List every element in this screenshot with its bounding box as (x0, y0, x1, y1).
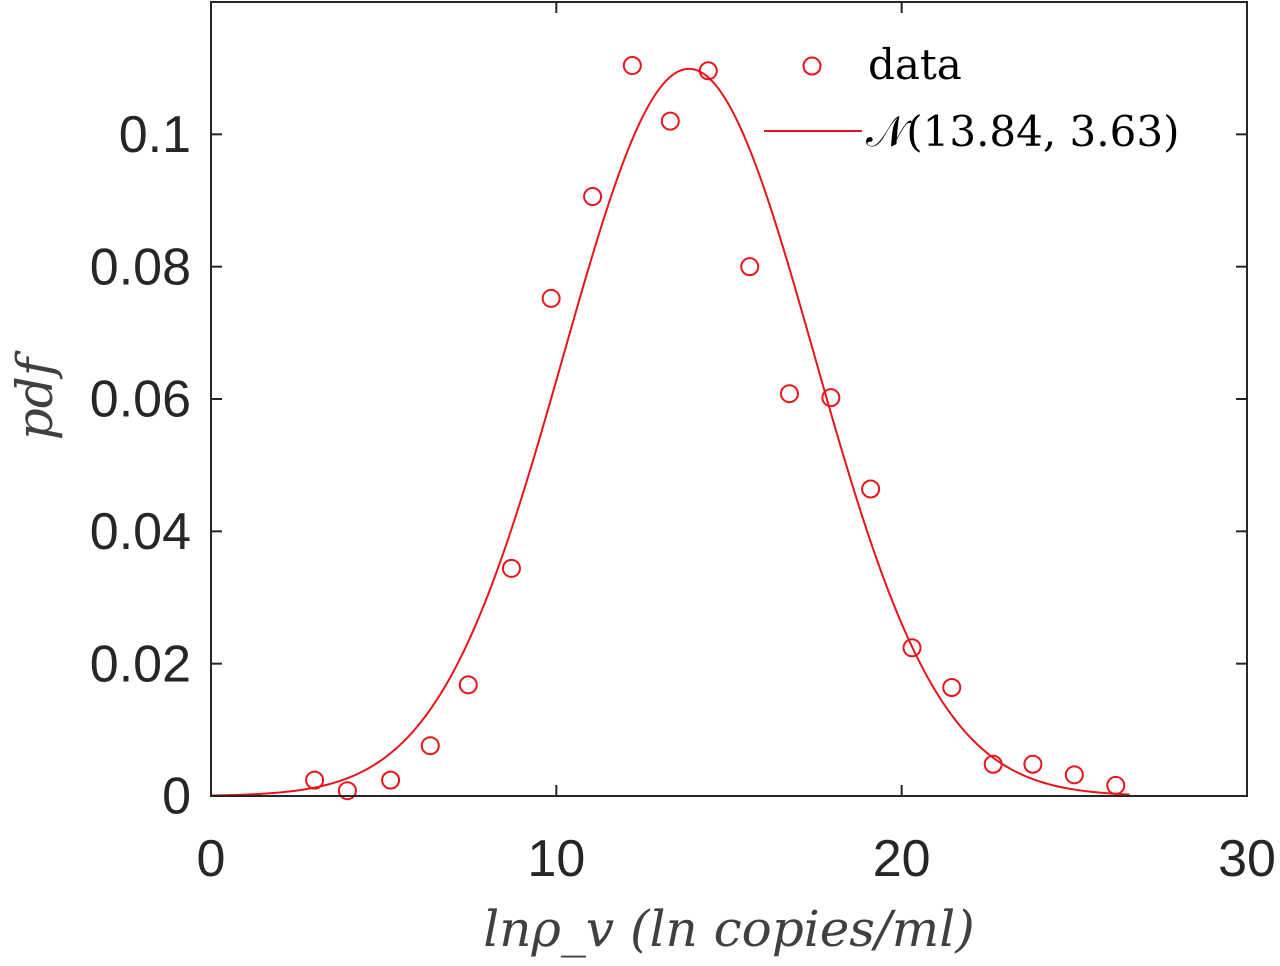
data-point (420, 736, 440, 756)
data-point (305, 770, 325, 790)
data-point (698, 61, 718, 81)
x-tick-label: 10 (527, 830, 585, 888)
data-point (740, 257, 760, 277)
data-point (501, 558, 521, 578)
data-point (337, 781, 357, 801)
data-point (821, 388, 841, 408)
axis-tick-labels: 0 10 20 30 0 0.02 0.04 0.06 0.08 0.1 (90, 106, 1276, 888)
y-tick-label: 0.04 (90, 503, 191, 561)
y-tick-label: 0 (162, 768, 191, 826)
legend-data-label: data (868, 40, 962, 89)
data-point (1023, 754, 1043, 774)
y-tick-label: 0.1 (119, 106, 191, 164)
plot-area (210, 56, 1130, 801)
data-point (622, 56, 642, 76)
legend: data 𝒩(13.84, 3.63) (764, 40, 1179, 156)
x-tick-label: 0 (197, 830, 226, 888)
data-point (902, 638, 922, 658)
data-point (541, 288, 561, 308)
x-tick-label: 20 (873, 830, 931, 888)
axis-ticks (210, 2, 1248, 797)
data-point (583, 187, 603, 207)
y-axis-label: pdf (6, 350, 64, 440)
x-axis-label: lnρ_v (ln copies/ml) (483, 900, 974, 958)
fit-curve (210, 67, 1130, 797)
x-tick-label: 30 (1218, 830, 1276, 888)
data-point (983, 754, 1003, 774)
y-tick-label: 0.02 (90, 635, 191, 693)
data-point (861, 479, 881, 499)
data-point (660, 111, 680, 131)
data-point (381, 770, 401, 790)
legend-data-marker (802, 56, 822, 76)
data-point (779, 384, 799, 404)
data-point (1106, 775, 1126, 795)
y-tick-label: 0.06 (90, 371, 191, 429)
data-point (942, 677, 962, 697)
data-point (458, 675, 478, 695)
legend-fit-label: 𝒩(13.84, 3.63) (866, 107, 1179, 156)
y-tick-label: 0.08 (90, 238, 191, 296)
data-point (1064, 765, 1084, 785)
